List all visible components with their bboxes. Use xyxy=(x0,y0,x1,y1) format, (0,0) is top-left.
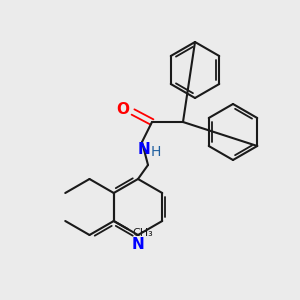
Text: H: H xyxy=(151,145,161,159)
Text: N: N xyxy=(132,237,144,252)
Text: CH₃: CH₃ xyxy=(133,228,154,238)
Text: O: O xyxy=(116,103,130,118)
Text: N: N xyxy=(138,142,150,158)
